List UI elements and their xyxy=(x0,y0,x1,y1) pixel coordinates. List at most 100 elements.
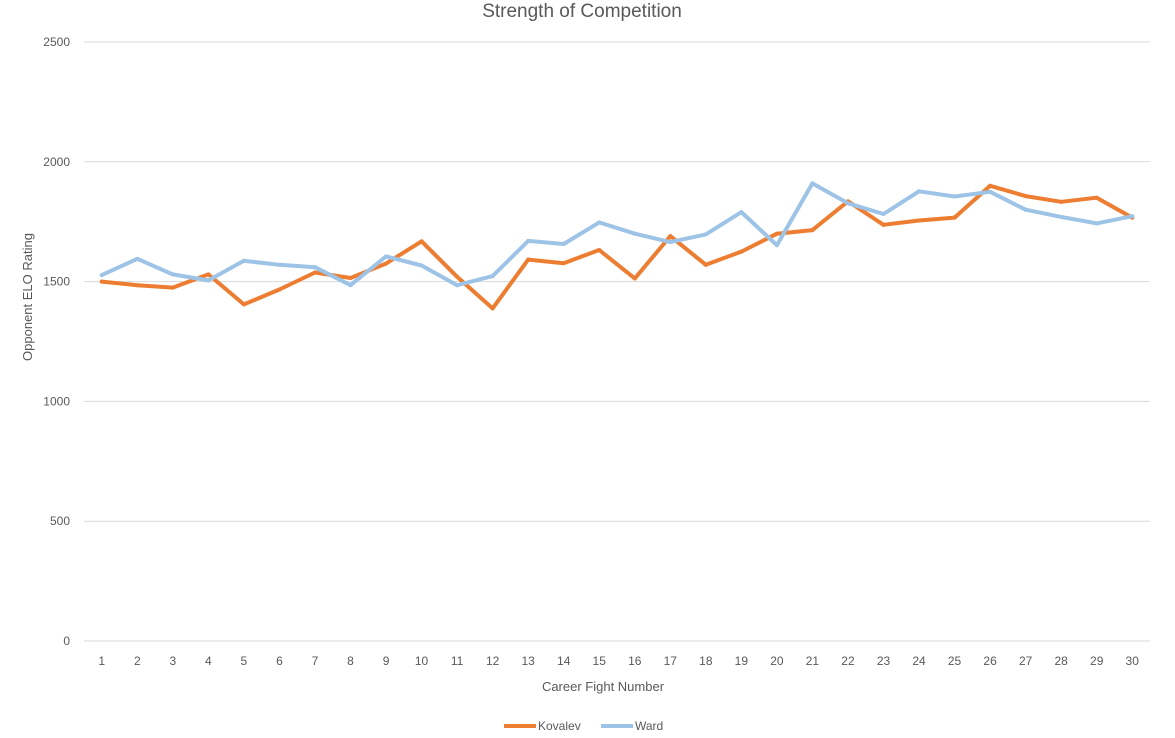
x-tick-label: 11 xyxy=(451,654,464,668)
x-tick-label: 13 xyxy=(521,654,535,668)
x-tick-label: 26 xyxy=(983,654,997,668)
data-point xyxy=(241,258,246,263)
x-tick-label: 8 xyxy=(347,654,354,668)
data-point xyxy=(1059,199,1064,204)
data-point xyxy=(526,238,531,243)
x-tick-label: 19 xyxy=(735,654,749,668)
data-point xyxy=(703,232,708,237)
data-point xyxy=(1094,221,1099,226)
data-point xyxy=(312,265,317,270)
series-lines xyxy=(99,181,1135,311)
x-tick-label: 30 xyxy=(1126,654,1140,668)
data-point xyxy=(810,228,815,233)
data-point xyxy=(170,285,175,290)
data-point xyxy=(774,231,779,236)
series-points-ward xyxy=(99,181,1135,288)
data-point xyxy=(597,247,602,252)
data-point xyxy=(845,201,850,206)
data-point xyxy=(561,261,566,266)
x-tick-label: 18 xyxy=(699,654,713,668)
chart-title: Strength of Competition xyxy=(482,1,682,22)
series-line-ward xyxy=(99,181,1135,288)
x-axis-ticks: 1 2 3 4 5 6 7 8 9 10 11 12 13 14 15 16 17 18 19 20 21 22 23 24 2… xyxy=(98,654,1139,668)
x-tick-label: 12 xyxy=(486,654,500,668)
data-point xyxy=(277,262,282,267)
legend-label: Ward xyxy=(635,719,663,733)
data-point xyxy=(241,302,246,307)
data-point xyxy=(1023,194,1028,199)
data-point xyxy=(561,241,566,246)
x-tick-label: 22 xyxy=(841,654,855,668)
data-point xyxy=(348,276,353,281)
data-point xyxy=(455,274,460,279)
y-axis-title: Opponent ELO Rating xyxy=(20,233,35,361)
data-point xyxy=(419,263,424,268)
x-tick-label: 5 xyxy=(241,654,248,668)
series-points-kovalev xyxy=(99,183,1135,311)
data-point xyxy=(1059,214,1064,219)
data-point xyxy=(384,261,389,266)
legend-item-kovalev: Kovalev xyxy=(504,719,581,733)
data-point xyxy=(384,254,389,259)
data-point xyxy=(739,249,744,254)
data-point xyxy=(206,278,211,283)
data-point xyxy=(703,262,708,267)
y-tick-label: 2500 xyxy=(43,35,70,49)
data-point xyxy=(99,273,104,278)
data-point xyxy=(917,218,922,223)
data-point xyxy=(312,270,317,275)
y-axis-ticks: 0 500 1000 1500 2000 2500 xyxy=(43,35,70,648)
x-tick-label: 21 xyxy=(806,654,820,668)
legend-label: Kovalev xyxy=(538,719,581,733)
data-point xyxy=(1023,207,1028,212)
x-tick-label: 28 xyxy=(1054,654,1068,668)
data-point xyxy=(952,215,957,220)
data-point xyxy=(739,210,744,215)
data-point xyxy=(810,181,815,186)
x-tick-label: 20 xyxy=(770,654,784,668)
data-point xyxy=(668,240,673,245)
x-tick-label: 27 xyxy=(1019,654,1033,668)
y-tick-label: 500 xyxy=(50,514,70,528)
legend-item-ward: Ward xyxy=(601,719,663,733)
x-tick-label: 10 xyxy=(415,654,429,668)
data-point xyxy=(917,189,922,194)
series-line-kovalev xyxy=(99,183,1135,311)
data-point xyxy=(881,222,886,227)
data-point xyxy=(206,272,211,277)
data-point xyxy=(490,306,495,311)
data-point xyxy=(490,274,495,279)
x-tick-label: 14 xyxy=(557,654,571,668)
x-tick-label: 1 xyxy=(98,654,105,668)
data-point xyxy=(632,276,637,281)
data-point xyxy=(419,239,424,244)
data-point xyxy=(774,243,779,248)
y-tick-label: 1500 xyxy=(43,275,70,289)
y-tick-label: 0 xyxy=(63,634,70,648)
data-point xyxy=(277,287,282,292)
x-tick-label: 23 xyxy=(877,654,891,668)
data-point xyxy=(1094,195,1099,200)
x-tick-label: 24 xyxy=(912,654,926,668)
data-point xyxy=(135,283,140,288)
x-tick-label: 6 xyxy=(276,654,283,668)
x-tick-label: 25 xyxy=(948,654,962,668)
x-tick-label: 9 xyxy=(383,654,390,668)
x-tick-label: 2 xyxy=(134,654,141,668)
gridlines xyxy=(84,41,1150,642)
x-tick-label: 4 xyxy=(205,654,212,668)
data-point xyxy=(99,279,104,284)
x-tick-label: 3 xyxy=(169,654,176,668)
x-tick-label: 16 xyxy=(628,654,642,668)
data-point xyxy=(668,234,673,239)
data-point xyxy=(348,283,353,288)
legend: Kovalev Ward xyxy=(504,719,663,733)
data-point xyxy=(988,189,993,194)
data-point xyxy=(455,283,460,288)
x-tick-label: 7 xyxy=(312,654,319,668)
data-point xyxy=(1130,214,1135,219)
data-point xyxy=(952,194,957,199)
x-tick-label: 29 xyxy=(1090,654,1104,668)
data-point xyxy=(597,220,602,225)
